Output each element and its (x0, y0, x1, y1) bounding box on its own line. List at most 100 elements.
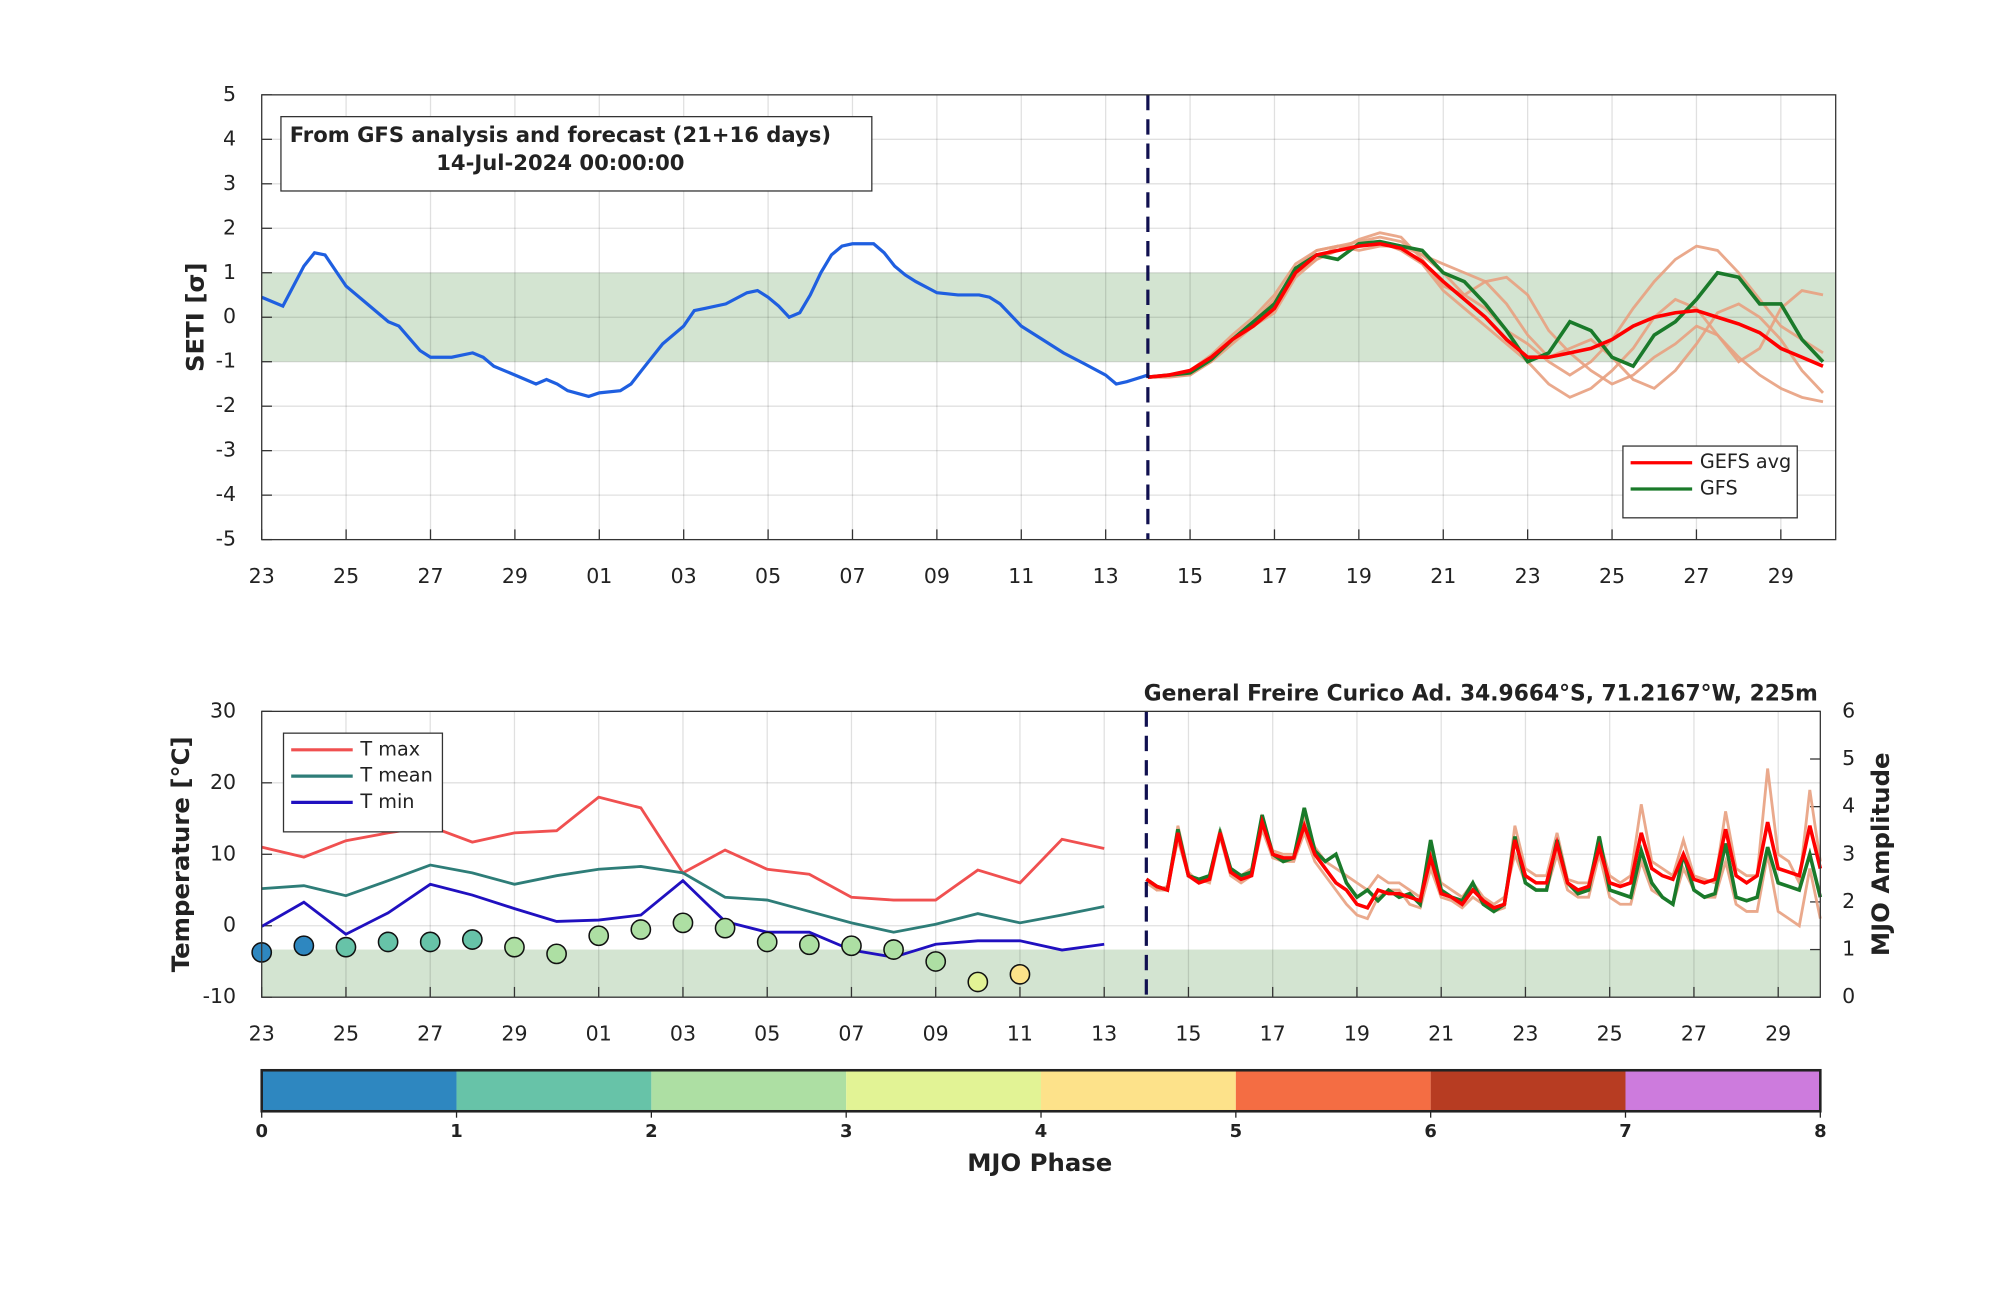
axes-box (261, 710, 1821, 998)
y-tick-label: 1 (223, 260, 236, 284)
colorbar-tick-label: 8 (1814, 1121, 1826, 1142)
legend-label: T mean (359, 764, 432, 787)
x-tick-label: 23 (1515, 564, 1541, 588)
y-tick-label: 20 (210, 770, 236, 794)
colorbar-bin (1235, 1070, 1431, 1112)
y2-tick-label: 3 (1842, 841, 1855, 865)
annotation-text: From GFS analysis and forecast (21+16 da… (290, 122, 831, 147)
mjo-point (714, 917, 736, 939)
x-tick-label: 29 (501, 1021, 527, 1045)
mjo-point (293, 935, 315, 957)
y-tick-label: -5 (216, 527, 236, 551)
x-tick-label: 19 (1346, 564, 1372, 588)
legend-label: T min (359, 790, 414, 813)
y2-tick-label: 5 (1842, 746, 1855, 770)
colorbar-tick-label: 5 (1230, 1121, 1242, 1142)
y-tick-label: 3 (223, 171, 236, 195)
y-tick-label: 30 (210, 698, 236, 722)
mjo-point (419, 931, 441, 953)
x-tick-label: 25 (1599, 564, 1625, 588)
ensemble-member (1147, 235, 1824, 379)
x-tick-label: 29 (1765, 1021, 1791, 1045)
axes-box (261, 94, 1837, 541)
legend-label: T max (359, 737, 420, 760)
colorbar-tick-label: 2 (645, 1121, 657, 1142)
x-tick-label: 27 (417, 1021, 443, 1045)
colorbar-tick-label: 3 (840, 1121, 852, 1142)
x-tick-label: 21 (1428, 1021, 1454, 1045)
normal-band (261, 949, 1821, 998)
annotation-text: 14-Jul-2024 00:00:00 (436, 150, 684, 175)
y2-axis-label: MJO Amplitude (1866, 752, 1895, 956)
x-tick-label: 13 (1093, 564, 1119, 588)
y2-tick-label: 2 (1842, 889, 1855, 913)
legend-label: GEFS avg (1700, 450, 1791, 473)
x-tick-label: 01 (586, 564, 612, 588)
annotation-box (280, 115, 873, 192)
colorbar-tick-label: 0 (255, 1121, 267, 1142)
x-tick-label: 27 (1681, 1021, 1707, 1045)
x-tick-label: 25 (333, 564, 359, 588)
x-tick-label: 27 (1683, 564, 1709, 588)
mjo-point (1009, 963, 1031, 985)
x-tick-label: 05 (754, 1021, 780, 1045)
y-tick-label: 5 (223, 82, 236, 106)
y-axis-label: Temperature [°C] (166, 736, 195, 972)
x-tick-label: 11 (1008, 564, 1034, 588)
forecast-line (1147, 241, 1824, 380)
mjo-point (967, 971, 989, 993)
observed-line (261, 863, 1105, 934)
y-tick-label: -4 (216, 482, 236, 506)
y-tick-label: 2 (223, 215, 236, 239)
x-tick-label: 17 (1260, 1021, 1286, 1045)
mjo-point (335, 936, 357, 958)
colorbar-label: MJO Phase (967, 1148, 1112, 1177)
x-tick-label: 01 (586, 1021, 612, 1045)
x-tick-label: 23 (249, 564, 275, 588)
y-tick-label: -2 (216, 393, 236, 417)
mjo-point (630, 919, 652, 940)
colorbar-bin (651, 1070, 847, 1112)
observed-line (261, 242, 1149, 399)
x-tick-label: 23 (249, 1021, 275, 1045)
mjo-point (377, 931, 399, 953)
chart-title: General Freire Curico Ad. 34.9664°S, 71.… (1144, 682, 1818, 707)
y2-tick-label: 0 (1842, 984, 1855, 1008)
x-tick-label: 29 (502, 564, 528, 588)
x-tick-label: 07 (838, 1021, 864, 1045)
y2-tick-label: 1 (1842, 937, 1855, 961)
mjo-point (461, 929, 483, 950)
mjo-point (588, 925, 610, 947)
forecast-line (1145, 815, 1823, 911)
mjo-point (883, 939, 904, 960)
legend-box (1622, 445, 1798, 519)
colorbar-bin (261, 1070, 457, 1112)
x-tick-label: 25 (333, 1021, 359, 1045)
mjo-point (672, 912, 694, 934)
observed-line (261, 878, 1105, 959)
x-tick-label: 05 (755, 564, 781, 588)
x-tick-label: 13 (1091, 1021, 1117, 1045)
x-tick-label: 15 (1175, 1021, 1201, 1045)
x-tick-label: 09 (924, 564, 950, 588)
y-tick-label: -10 (203, 984, 236, 1008)
x-tick-label: 15 (1177, 564, 1203, 588)
x-tick-label: 23 (1512, 1021, 1538, 1045)
x-tick-label: 25 (1597, 1021, 1623, 1045)
mjo-point (504, 936, 525, 958)
colorbar-bin (1430, 1070, 1626, 1112)
forecast-line (1147, 239, 1825, 380)
colorbar-tick-label: 1 (450, 1121, 462, 1142)
mjo-point (798, 934, 820, 956)
y2-tick-label: 4 (1842, 794, 1855, 818)
legend-label: GFS (1700, 476, 1738, 499)
x-tick-label: 07 (839, 564, 865, 588)
x-tick-label: 03 (671, 564, 697, 588)
colorbar-bin (456, 1070, 652, 1112)
y-axis-label: SETI [σ] (180, 262, 209, 372)
colorbar-tick-label: 7 (1619, 1121, 1631, 1142)
colorbar-tick-label: 6 (1424, 1121, 1436, 1142)
mjo-point (546, 943, 567, 965)
colorbar-bin (1041, 1070, 1236, 1112)
